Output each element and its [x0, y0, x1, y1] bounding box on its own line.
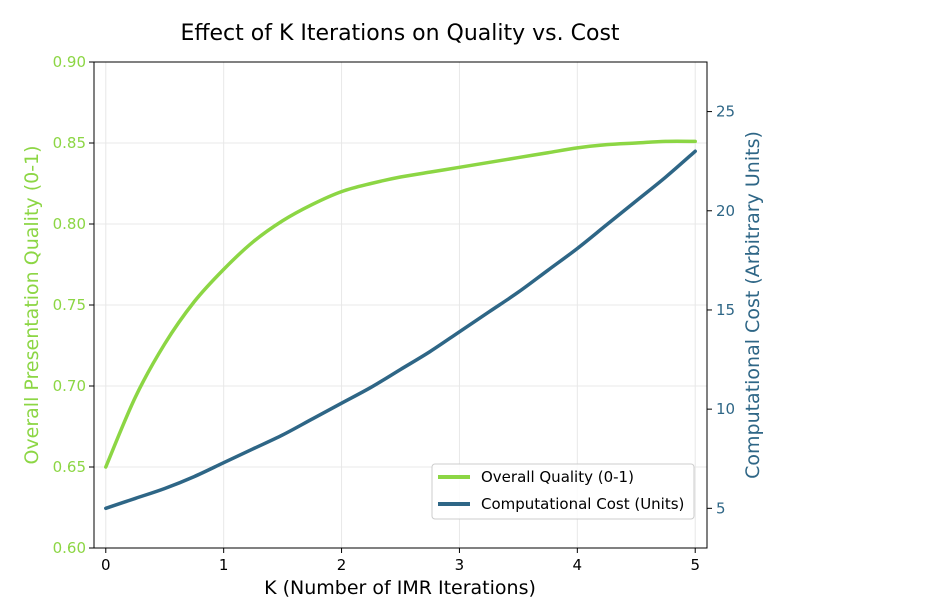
x-tick-label: 5	[690, 556, 700, 574]
y-right-tick-label: 10	[716, 400, 735, 418]
x-tick-label: 1	[219, 556, 229, 574]
y-left-axis-title: Overall Presentation Quality (0-1)	[21, 145, 43, 464]
x-tick-label: 4	[573, 556, 583, 574]
legend-label-quality: Overall Quality (0-1)	[481, 468, 634, 486]
series-layer	[104, 139, 697, 511]
legend: Overall Quality (0-1) Computational Cost…	[431, 463, 695, 520]
y-right-axis-title: Computational Cost (Arbitrary Units)	[742, 131, 764, 479]
legend-label-cost: Computational Cost (Units)	[481, 495, 684, 513]
cost-series-line	[104, 149, 697, 511]
y-left-tick-label: 0.85	[53, 134, 86, 152]
y-left-tick-label: 0.75	[53, 296, 86, 314]
y-right-tick-label: 15	[716, 301, 735, 319]
x-tick-label: 2	[337, 556, 347, 574]
x-tick-label: 0	[101, 556, 111, 574]
y-left-tick-label: 0.80	[53, 215, 86, 233]
legend-box	[431, 463, 695, 520]
tick-layer: 0 1 2 3 4 5 0.60 0.65 0.70 0.75 0.80 0.85 0.90 5 10 15 2…	[53, 53, 736, 574]
y-right-tick-label: 20	[716, 202, 735, 220]
y-left-tick-label: 0.65	[53, 458, 86, 476]
y-left-tick-label: 0.90	[53, 53, 86, 71]
y-left-tick-label: 0.60	[53, 539, 86, 557]
chart-title: Effect of K Iterations on Quality vs. Co…	[180, 21, 619, 46]
quality-series-line	[104, 139, 697, 469]
x-axis-title: K (Number of IMR Iterations)	[264, 577, 536, 599]
y-right-tick-label: 25	[716, 103, 735, 121]
y-right-tick-label: 5	[716, 499, 726, 517]
x-tick-label: 3	[455, 556, 465, 574]
y-left-tick-label: 0.70	[53, 377, 86, 395]
